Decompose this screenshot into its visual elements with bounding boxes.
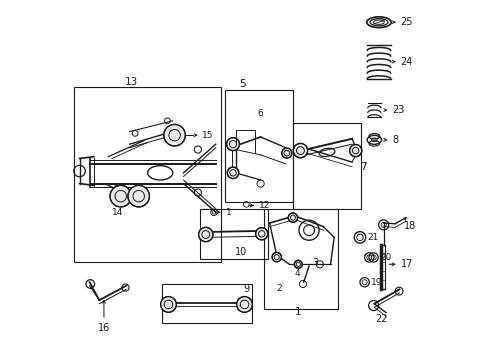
Text: 9: 9 <box>243 284 249 294</box>
Circle shape <box>198 227 212 242</box>
Text: 1: 1 <box>294 307 301 316</box>
Text: 14: 14 <box>111 208 122 217</box>
Circle shape <box>163 125 185 146</box>
Text: 25: 25 <box>400 17 412 27</box>
Circle shape <box>293 143 307 158</box>
Text: 22: 22 <box>374 314 387 324</box>
Circle shape <box>271 252 281 262</box>
Circle shape <box>227 167 238 179</box>
Circle shape <box>226 138 239 150</box>
Bar <box>292 123 360 209</box>
Text: 5: 5 <box>239 79 245 89</box>
Circle shape <box>128 185 149 207</box>
Text: 1: 1 <box>225 208 231 217</box>
Circle shape <box>349 144 361 157</box>
Circle shape <box>255 228 267 240</box>
Bar <box>264 209 337 309</box>
Text: 7: 7 <box>360 162 366 172</box>
Text: 13: 13 <box>124 77 138 87</box>
Text: 10: 10 <box>234 247 246 257</box>
Text: 24: 24 <box>400 57 412 67</box>
Bar <box>162 284 251 323</box>
Circle shape <box>287 213 297 222</box>
Bar <box>74 87 221 262</box>
Text: 19: 19 <box>370 278 382 287</box>
Text: 8: 8 <box>391 135 398 145</box>
Text: 15: 15 <box>202 131 213 140</box>
Bar <box>224 90 292 202</box>
Circle shape <box>236 297 252 312</box>
Text: 18: 18 <box>403 221 415 231</box>
Bar <box>199 209 267 259</box>
Text: 16: 16 <box>98 323 110 333</box>
Circle shape <box>160 297 176 312</box>
Circle shape <box>110 185 131 207</box>
Text: 6: 6 <box>257 109 262 118</box>
Text: 4: 4 <box>294 269 300 278</box>
Text: 23: 23 <box>391 105 404 115</box>
Text: 21: 21 <box>367 233 378 242</box>
Text: 17: 17 <box>400 259 412 269</box>
Text: 2: 2 <box>276 284 282 293</box>
Text: 3: 3 <box>312 258 318 267</box>
Text: 20: 20 <box>379 253 390 262</box>
Circle shape <box>281 148 291 158</box>
Circle shape <box>294 260 302 268</box>
Text: 12: 12 <box>258 201 270 210</box>
